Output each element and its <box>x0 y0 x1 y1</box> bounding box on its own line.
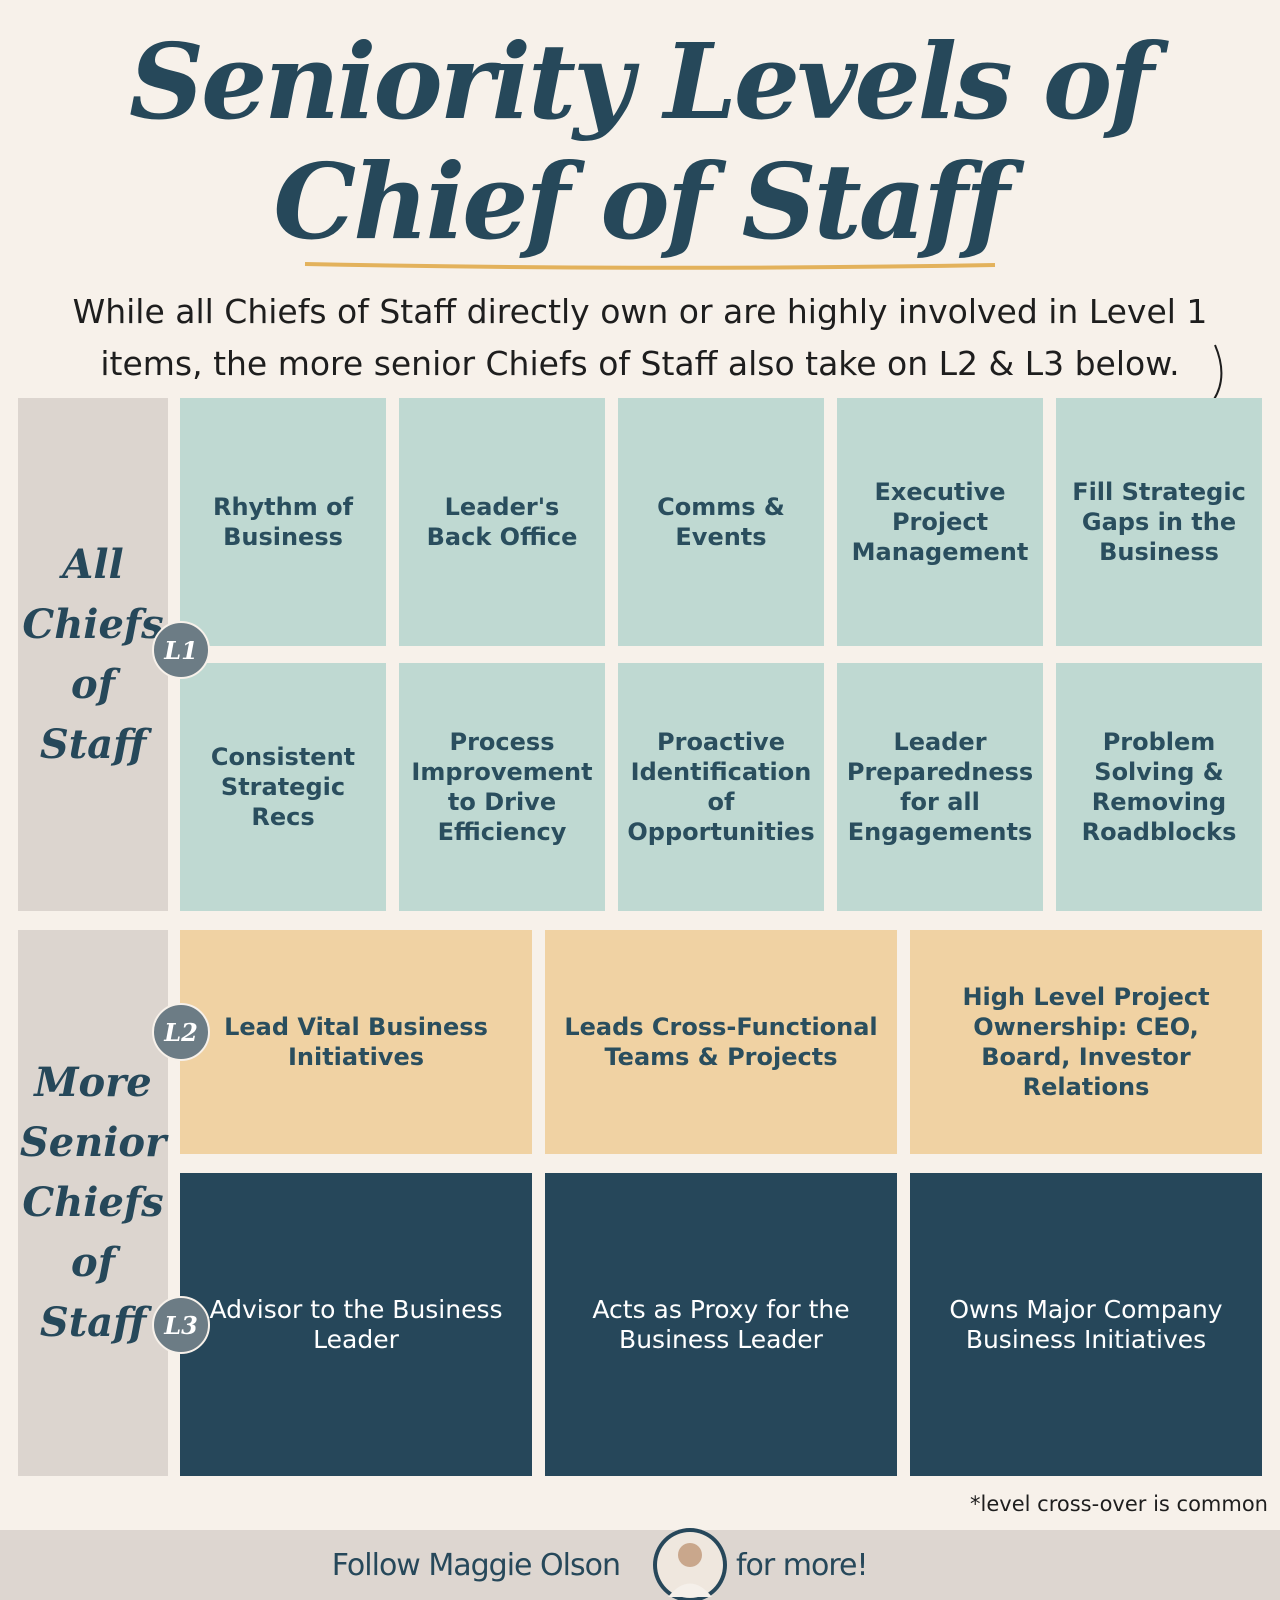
footer-text: Follow Maggie Olson <box>331 1548 621 1583</box>
level-cell: Lead Vital Business Initiatives <box>180 930 532 1154</box>
underline <box>304 262 996 270</box>
level-cell: Problem Solving & Removing Roadblocks <box>1056 663 1262 911</box>
level-cell: Rhythm of Business <box>180 398 386 646</box>
level-cell: Leader Preparedness for all Engagements <box>837 663 1043 911</box>
level-cell: Owns Major Company Business Initiatives <box>910 1173 1262 1476</box>
avatar <box>653 1528 727 1600</box>
level-cell: Process Improvement to Drive Efficiency <box>399 663 605 911</box>
footer-band <box>0 1530 1280 1600</box>
level-cell: Leads Cross-Functional Teams & Projects <box>545 930 897 1154</box>
level-cell: Fill Strategic Gaps in the Business <box>1056 398 1262 646</box>
level-cell: Leader's Back Office <box>399 398 605 646</box>
level-cell: High Level Project Ownership: CEO, Board… <box>910 930 1262 1154</box>
title-line: Seniority Levels of <box>129 20 1154 143</box>
group-label: All Chiefs of Staff <box>18 398 168 911</box>
level-cell: Consistent Strategic Recs <box>180 663 386 911</box>
level-badge: L1 <box>152 621 210 679</box>
title-line: Chief of Staff <box>273 140 1009 263</box>
level-cell: Executive Project Management <box>837 398 1043 646</box>
level-cell: Comms & Events <box>618 398 824 646</box>
level-badge: L2 <box>152 1003 210 1061</box>
level-cell: Acts as Proxy for the Business Leader <box>545 1173 897 1476</box>
group-label: More Senior Chiefs of Staff <box>18 930 168 1476</box>
footnote: *level cross-over is common <box>970 1492 1268 1516</box>
footer-text: for more! <box>736 1548 869 1583</box>
subtitle: While all Chiefs of Staff directly own o… <box>72 292 1208 383</box>
level-badge: L3 <box>152 1296 210 1354</box>
level-cell: Proactive Identification of Opportunitie… <box>618 663 824 911</box>
level-cell: Advisor to the Business Leader <box>180 1173 532 1476</box>
